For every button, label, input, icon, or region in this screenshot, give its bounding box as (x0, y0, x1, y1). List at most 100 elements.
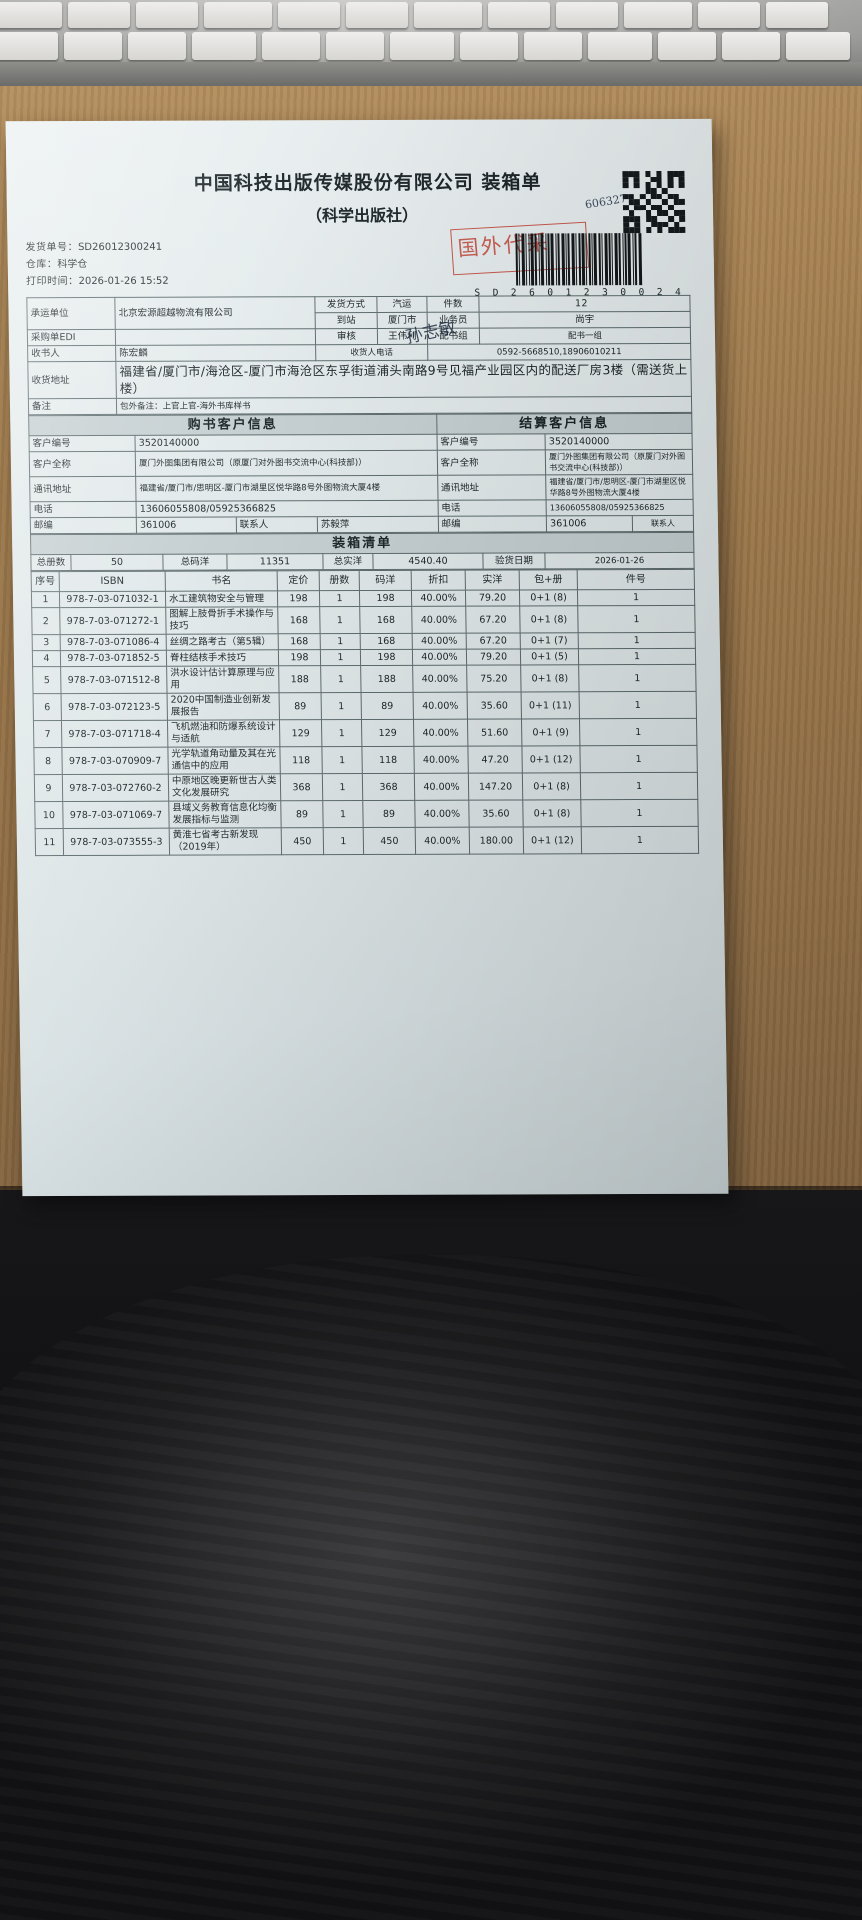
col-price: 定价 (277, 570, 320, 591)
settle-contact: 联系人 (632, 515, 694, 532)
cell-name: 县域义务教育信息化均衡发展指标与监测 (168, 800, 282, 829)
cell-discount: 40.00% (413, 746, 469, 774)
cell-name: 脊柱结核手术技巧 (166, 649, 279, 667)
keyboard-key[interactable] (390, 32, 454, 60)
keyboard-key[interactable] (556, 2, 618, 28)
keyboard-key[interactable] (414, 2, 482, 28)
packing-summary-row: 总册数 50 总码洋 11351 总实洋 4540.40 验货日期 2026-0… (30, 552, 695, 571)
buyer-contact-value: 苏毅萍 (320, 519, 350, 531)
cell-net: 35.60 (467, 691, 522, 720)
remark-label: 备注 (28, 398, 117, 415)
total-net-value: 4540.40 (372, 553, 484, 570)
cell-no: 10 (34, 801, 64, 829)
cell-price: 168 (277, 606, 321, 634)
cell-qty: 1 (320, 633, 361, 650)
keyboard-key[interactable] (346, 2, 408, 28)
cell-isbn: 978-7-03-073555-3 (63, 828, 170, 856)
customer-zip-row: 邮编 361006 联系人 苏毅萍 邮编 361006 联系人 (30, 515, 694, 534)
buyer-zip-label: 邮编 (30, 517, 137, 534)
cell-no: 9 (34, 774, 63, 802)
keyboard-key[interactable] (460, 32, 518, 60)
keyboard-key[interactable] (68, 2, 130, 28)
cell-pack: 0+1 (9) (521, 718, 580, 746)
cell-name: 2020中国制造业创新发展报告 (167, 692, 280, 721)
cell-piece: 1 (581, 826, 699, 854)
cell-pack: 0+1 (12) (523, 826, 582, 854)
cell-qty: 1 (319, 590, 360, 607)
keyboard-key[interactable] (262, 32, 320, 60)
keyboard-key[interactable] (524, 32, 582, 60)
customer-info-table: 购书客户信息 结算客户信息 客户编号 3520140000 客户编号 35201… (28, 413, 694, 534)
cell-discount: 40.00% (411, 590, 466, 607)
cell-discount: 40.00% (414, 800, 470, 828)
address-value: 福建省/厦门市/海沧区-厦门市海沧区东孚街道浦头南路9号见福产业园区内的配送厂房… (115, 359, 692, 399)
cell-price: 118 (279, 746, 323, 774)
col-pack: 包+册 (519, 569, 578, 590)
clothing (0, 1255, 862, 1920)
packing-summary-table: 装箱清单 总册数 50 总码洋 11351 总实洋 4540.40 验货日期 2… (30, 532, 695, 571)
buyer-phone-label: 电话 (30, 501, 137, 518)
settle-phone-label: 电话 (437, 499, 547, 517)
keyboard-key[interactable] (0, 32, 58, 60)
cell-pack: 0+1 (8) (522, 799, 582, 827)
receiver-name-value: 陈宏麟 (115, 344, 316, 362)
cell-pack: 0+1 (8) (520, 664, 580, 692)
cell-net: 79.20 (466, 648, 521, 666)
keyboard-row (0, 2, 828, 28)
cell-piece: 1 (579, 691, 697, 719)
ship-method-value: 汽运 (376, 296, 428, 313)
keyboard-key[interactable] (278, 2, 340, 28)
keyboard-key[interactable] (488, 2, 550, 28)
total-net-label: 总实洋 (322, 553, 374, 570)
keyboard-key[interactable] (624, 2, 692, 28)
cell-net: 51.60 (467, 718, 522, 747)
col-net: 实洋 (465, 569, 520, 591)
cell-isbn: 978-7-03-071272-1 (59, 607, 167, 635)
keyboard-key[interactable] (786, 32, 850, 60)
print-time-value: 2026-01-26 15:52 (78, 275, 169, 288)
keyboard-key[interactable] (658, 32, 716, 60)
total-books-label: 总册数 (30, 554, 72, 571)
cell-discount: 40.00% (415, 827, 470, 855)
cell-pack: 0+1 (8) (519, 605, 579, 633)
keyboard-key[interactable] (204, 2, 272, 28)
keyboard-key[interactable] (588, 32, 652, 60)
packing-list-document: 中国科技出版传媒股份有限公司 装箱单 （科学出版社） 国外代采 606327 (5, 118, 729, 1197)
keyboard-key[interactable] (136, 2, 198, 28)
packing-section-title: 装箱清单 (30, 532, 694, 555)
cell-list: 198 (359, 590, 412, 607)
cell-isbn: 978-7-03-072123-5 (61, 693, 168, 721)
cell-piece: 1 (578, 648, 696, 665)
cell-list: 89 (362, 800, 416, 828)
barcode: S D 2 6 0 1 2 3 0 0 2 4 1 (469, 233, 688, 310)
keyboard-key[interactable] (766, 2, 828, 28)
keyboard-key[interactable] (64, 32, 122, 60)
keyboard-key[interactable] (0, 2, 62, 28)
cell-net: 75.20 (466, 664, 522, 693)
book-rows: 1 978-7-03-071032-1 水工建筑物安全与管理 198 1 198 40.00… (31, 589, 699, 856)
book-group-value: 配书一组 (479, 327, 691, 345)
buyer-code-value: 3520140000 (135, 434, 437, 452)
receiver-phone-value: 0592-5668510,18906010211 (427, 343, 691, 361)
keyboard-key[interactable] (326, 32, 384, 60)
cell-qty: 1 (319, 606, 361, 634)
table-row: 6 978-7-03-072123-5 2020中国制造业创新发展报告 89 1 89 40… (33, 691, 697, 721)
settle-zip-label: 邮编 (437, 515, 547, 533)
keyboard-key[interactable] (128, 32, 186, 60)
address-label: 收货地址 (27, 361, 117, 399)
edi-value (115, 328, 316, 346)
cell-pack: 0+1 (8) (522, 772, 581, 800)
col-isbn: ISBN (59, 571, 166, 592)
table-row: 8 978-7-03-070909-7 光学轨道角动量及其在光通信中的应用 118 1 1… (33, 745, 698, 775)
buyer-name-label: 客户全称 (29, 451, 136, 477)
cell-piece: 1 (580, 772, 698, 800)
settle-addr-label: 通讯地址 (437, 474, 547, 501)
settle-code-label: 客户编号 (436, 433, 546, 451)
keyboard-key[interactable] (722, 32, 780, 60)
keyboard-key[interactable] (698, 2, 760, 28)
keyboard-key[interactable] (192, 32, 256, 60)
col-piece: 件号 (577, 569, 695, 590)
warehouse-label: 仓库： (25, 259, 58, 271)
cell-name: 光学轨道角动量及其在光通信中的应用 (167, 746, 281, 775)
cell-no: 8 (33, 747, 63, 775)
